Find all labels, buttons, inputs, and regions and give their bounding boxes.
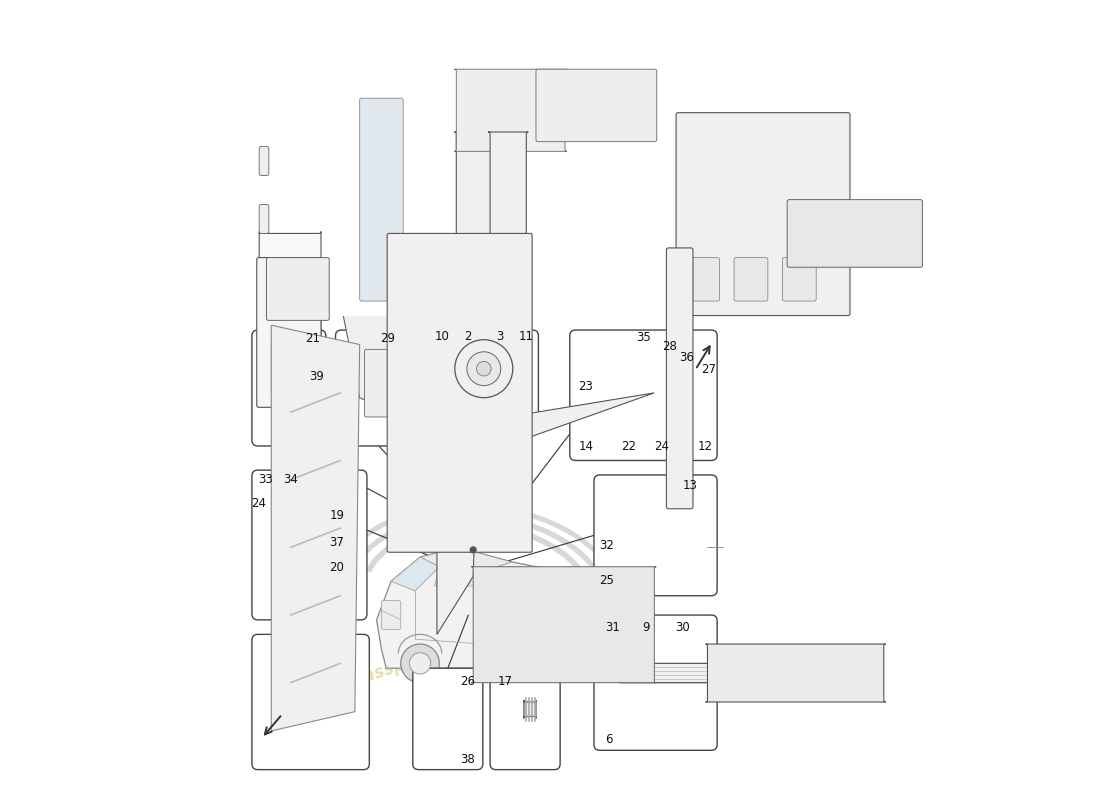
Text: 37: 37 bbox=[330, 535, 344, 549]
FancyBboxPatch shape bbox=[266, 258, 329, 320]
FancyBboxPatch shape bbox=[252, 330, 326, 446]
FancyBboxPatch shape bbox=[488, 132, 528, 310]
FancyBboxPatch shape bbox=[454, 132, 504, 310]
Circle shape bbox=[637, 668, 647, 678]
FancyBboxPatch shape bbox=[782, 258, 816, 301]
Text: 24: 24 bbox=[251, 497, 266, 510]
FancyBboxPatch shape bbox=[360, 98, 403, 301]
Text: 27: 27 bbox=[701, 362, 716, 376]
Text: 38: 38 bbox=[460, 753, 475, 766]
Text: 30: 30 bbox=[675, 621, 690, 634]
FancyBboxPatch shape bbox=[594, 615, 717, 750]
Text: 25: 25 bbox=[598, 574, 614, 586]
Text: 13: 13 bbox=[683, 479, 697, 492]
FancyBboxPatch shape bbox=[536, 69, 657, 142]
FancyBboxPatch shape bbox=[471, 566, 657, 682]
Text: 19: 19 bbox=[330, 509, 344, 522]
FancyBboxPatch shape bbox=[734, 258, 768, 301]
Circle shape bbox=[512, 644, 550, 682]
FancyBboxPatch shape bbox=[667, 248, 693, 509]
Text: 22: 22 bbox=[621, 440, 636, 453]
Circle shape bbox=[476, 362, 491, 376]
FancyBboxPatch shape bbox=[705, 644, 886, 702]
Text: 33: 33 bbox=[258, 473, 273, 486]
FancyBboxPatch shape bbox=[382, 601, 400, 630]
FancyBboxPatch shape bbox=[260, 146, 268, 175]
Circle shape bbox=[400, 644, 439, 682]
Text: 39: 39 bbox=[309, 370, 324, 383]
Text: 9: 9 bbox=[642, 621, 649, 634]
Circle shape bbox=[409, 653, 431, 674]
Text: 17: 17 bbox=[498, 675, 513, 688]
Circle shape bbox=[454, 340, 513, 398]
Text: 2: 2 bbox=[464, 330, 472, 342]
Text: 23: 23 bbox=[579, 380, 593, 393]
FancyBboxPatch shape bbox=[336, 330, 422, 446]
FancyBboxPatch shape bbox=[256, 258, 321, 407]
FancyBboxPatch shape bbox=[788, 200, 923, 267]
Circle shape bbox=[389, 171, 407, 189]
Polygon shape bbox=[434, 566, 483, 586]
Circle shape bbox=[277, 379, 285, 387]
Text: 28: 28 bbox=[662, 341, 678, 354]
Text: 14: 14 bbox=[579, 440, 594, 453]
Circle shape bbox=[940, 334, 953, 346]
Polygon shape bbox=[420, 547, 512, 571]
FancyBboxPatch shape bbox=[524, 700, 536, 718]
Circle shape bbox=[471, 547, 476, 553]
Text: 35: 35 bbox=[636, 331, 651, 344]
Polygon shape bbox=[376, 547, 580, 668]
Circle shape bbox=[947, 403, 965, 421]
Circle shape bbox=[455, 214, 464, 224]
FancyBboxPatch shape bbox=[387, 234, 532, 552]
Text: 21: 21 bbox=[305, 332, 320, 345]
Text: 20: 20 bbox=[330, 561, 344, 574]
Text: 31: 31 bbox=[605, 621, 620, 634]
Text: 32: 32 bbox=[598, 538, 614, 551]
FancyBboxPatch shape bbox=[487, 330, 538, 431]
Circle shape bbox=[520, 653, 542, 674]
Polygon shape bbox=[437, 393, 654, 634]
Text: 29: 29 bbox=[381, 332, 395, 345]
Text: 26: 26 bbox=[460, 675, 475, 688]
FancyBboxPatch shape bbox=[454, 69, 566, 151]
Circle shape bbox=[449, 208, 471, 230]
FancyBboxPatch shape bbox=[252, 470, 367, 620]
Circle shape bbox=[466, 352, 500, 386]
FancyBboxPatch shape bbox=[556, 601, 580, 630]
FancyBboxPatch shape bbox=[260, 205, 268, 234]
FancyBboxPatch shape bbox=[570, 330, 717, 461]
Circle shape bbox=[504, 214, 513, 224]
Polygon shape bbox=[272, 326, 360, 731]
Polygon shape bbox=[392, 557, 439, 591]
FancyBboxPatch shape bbox=[491, 668, 560, 770]
FancyBboxPatch shape bbox=[272, 340, 296, 393]
FancyBboxPatch shape bbox=[676, 113, 850, 315]
Text: 3: 3 bbox=[497, 330, 504, 342]
FancyBboxPatch shape bbox=[685, 258, 719, 301]
FancyBboxPatch shape bbox=[594, 475, 717, 596]
Circle shape bbox=[637, 630, 647, 639]
FancyBboxPatch shape bbox=[618, 663, 865, 682]
Circle shape bbox=[962, 360, 970, 368]
FancyBboxPatch shape bbox=[364, 350, 403, 417]
Polygon shape bbox=[340, 35, 418, 422]
FancyBboxPatch shape bbox=[412, 668, 483, 770]
Text: 12: 12 bbox=[697, 440, 713, 453]
Text: 10: 10 bbox=[434, 330, 450, 342]
Text: 36: 36 bbox=[679, 351, 694, 364]
Circle shape bbox=[395, 177, 403, 184]
Text: 24: 24 bbox=[653, 440, 669, 453]
FancyBboxPatch shape bbox=[260, 231, 321, 361]
Text: 34: 34 bbox=[284, 473, 298, 486]
Circle shape bbox=[497, 208, 519, 230]
Text: classparts for cars since 1985: classparts for cars since 1985 bbox=[346, 587, 619, 691]
Text: 6: 6 bbox=[605, 733, 613, 746]
FancyBboxPatch shape bbox=[430, 330, 481, 431]
Circle shape bbox=[899, 687, 907, 697]
Text: 11: 11 bbox=[518, 330, 534, 342]
FancyBboxPatch shape bbox=[252, 634, 370, 770]
